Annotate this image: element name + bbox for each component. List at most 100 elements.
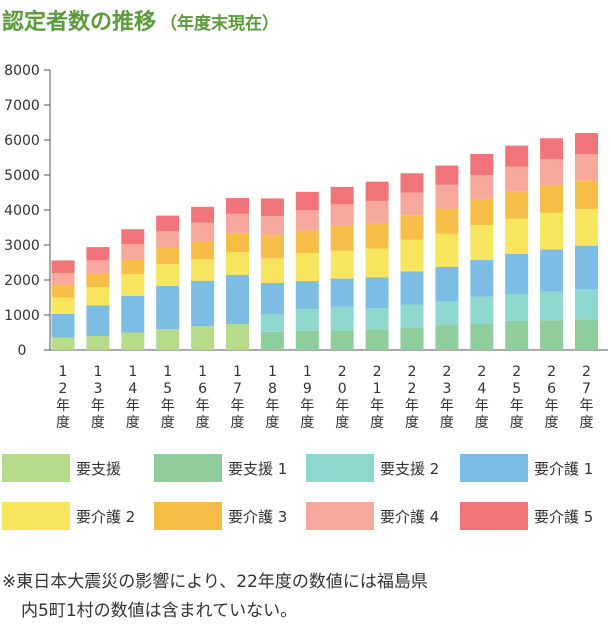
x-tick-label-char: 度	[510, 415, 524, 431]
bar-segment	[575, 289, 598, 320]
x-tick-label-char: 2	[512, 364, 521, 380]
bar-segment	[575, 245, 598, 290]
bar-segment	[86, 305, 110, 336]
bar-segment	[121, 229, 145, 245]
bar-segment	[540, 159, 564, 185]
bar-segment	[191, 259, 215, 281]
y-tick-label: 1000	[4, 308, 40, 324]
bar-segment	[470, 175, 494, 199]
bar-segment	[540, 249, 564, 292]
bar-segment	[575, 319, 598, 350]
bar-segment	[400, 239, 424, 272]
bar-segment	[575, 208, 598, 246]
bar-segment	[260, 258, 284, 283]
bar-segment	[260, 235, 284, 259]
bar-segment	[435, 165, 459, 185]
bar-segment	[156, 329, 180, 350]
bar-segment	[51, 273, 75, 285]
x-tick-label-char: 1	[128, 364, 137, 380]
bar-segment	[575, 180, 598, 209]
bar-segment	[435, 266, 459, 302]
x-tick-label-char: 年	[91, 398, 105, 414]
bar-segment	[260, 215, 284, 236]
x-tick-label-char: 1	[59, 364, 68, 380]
x-tick-label-char: 5	[163, 381, 172, 397]
x-tick-label-char: 0	[338, 381, 347, 397]
chart-title-text: 認定者数の推移	[2, 10, 157, 35]
x-tick-label-char: 年	[56, 398, 70, 414]
x-tick-label-char: 2	[338, 364, 347, 380]
legend-label: 要支援	[76, 459, 122, 478]
bar-segment	[505, 253, 529, 294]
x-tick-label-char: 5	[512, 381, 521, 397]
bar-segment	[540, 320, 564, 350]
bar-segment	[51, 284, 75, 298]
bar-segment	[365, 308, 389, 330]
x-tick-label-char: 6	[547, 381, 556, 397]
bar-segment	[226, 324, 249, 350]
bar-segment	[470, 225, 494, 261]
x-tick-label-char: 2	[442, 364, 451, 380]
chart-title: 認定者数の推移 （年度末現在）	[2, 4, 279, 36]
bar-segment	[226, 252, 249, 275]
bar-segment	[470, 198, 494, 226]
stacked-bar-chart: 80007000600050004000300020001000012年度13年…	[4, 63, 608, 431]
legend-swatch	[306, 502, 374, 530]
x-tick-label-char: 度	[335, 415, 349, 431]
y-tick-label: 3000	[4, 238, 40, 254]
bar-segment	[191, 280, 215, 327]
bar-segment	[295, 330, 319, 350]
bar-segment	[260, 198, 284, 216]
bar-segment	[226, 274, 249, 325]
bar-segment	[121, 244, 145, 259]
bar-segment	[121, 274, 145, 296]
bar-segment	[435, 208, 459, 234]
bar-segment	[540, 184, 564, 213]
bar-segment	[156, 285, 180, 329]
x-tick-label-char: 年	[370, 398, 384, 414]
bar-segment	[400, 215, 424, 240]
bar-segment	[330, 306, 354, 331]
x-tick-label-char: 年	[126, 398, 140, 414]
bar-segment	[435, 301, 459, 326]
x-tick-label-char: 度	[475, 415, 489, 431]
y-tick-label: 4000	[4, 203, 40, 219]
legend-swatch	[306, 454, 374, 482]
bar-segment	[435, 233, 459, 267]
bar-segment	[505, 218, 529, 254]
legend-label: 要介護 4	[380, 507, 440, 526]
x-tick-label-char: 2	[59, 381, 68, 397]
legend-label: 要介護 3	[228, 507, 288, 526]
bar-segment	[400, 327, 424, 350]
bar-segment	[540, 291, 564, 321]
legend-swatch	[154, 454, 222, 482]
bar-segment	[470, 260, 494, 297]
bar-segment	[86, 260, 110, 273]
legend-swatch	[460, 454, 528, 482]
x-tick-label-char: 年	[300, 398, 314, 414]
bar-segment	[295, 281, 319, 310]
bar-segment	[365, 222, 389, 249]
x-tick-label-char: 2	[408, 381, 417, 397]
bar-segment	[295, 253, 319, 282]
y-tick-label: 5000	[4, 168, 40, 184]
x-tick-label-char: 2	[373, 364, 382, 380]
legend-item: 要支援 2	[306, 454, 439, 482]
x-tick-label-char: 度	[580, 415, 594, 431]
x-tick-label-char: 度	[126, 415, 140, 431]
x-tick-label-char: 6	[198, 381, 207, 397]
x-tick-label-char: 度	[265, 415, 279, 431]
bar-segment	[330, 204, 354, 226]
x-tick-label-char: 1	[233, 364, 242, 380]
bar-segment	[330, 250, 354, 279]
bar-segment	[156, 231, 180, 248]
bar-segment	[400, 192, 424, 216]
bar-segment	[191, 222, 215, 241]
x-tick-label-char: 1	[198, 364, 207, 380]
legend-item: 要介護 4	[306, 502, 439, 530]
x-tick-label-char: 度	[405, 415, 419, 431]
bar-segment	[86, 287, 110, 306]
bar-segment	[330, 278, 354, 307]
bar-segment	[330, 186, 354, 205]
x-tick-label-char: 1	[163, 364, 172, 380]
